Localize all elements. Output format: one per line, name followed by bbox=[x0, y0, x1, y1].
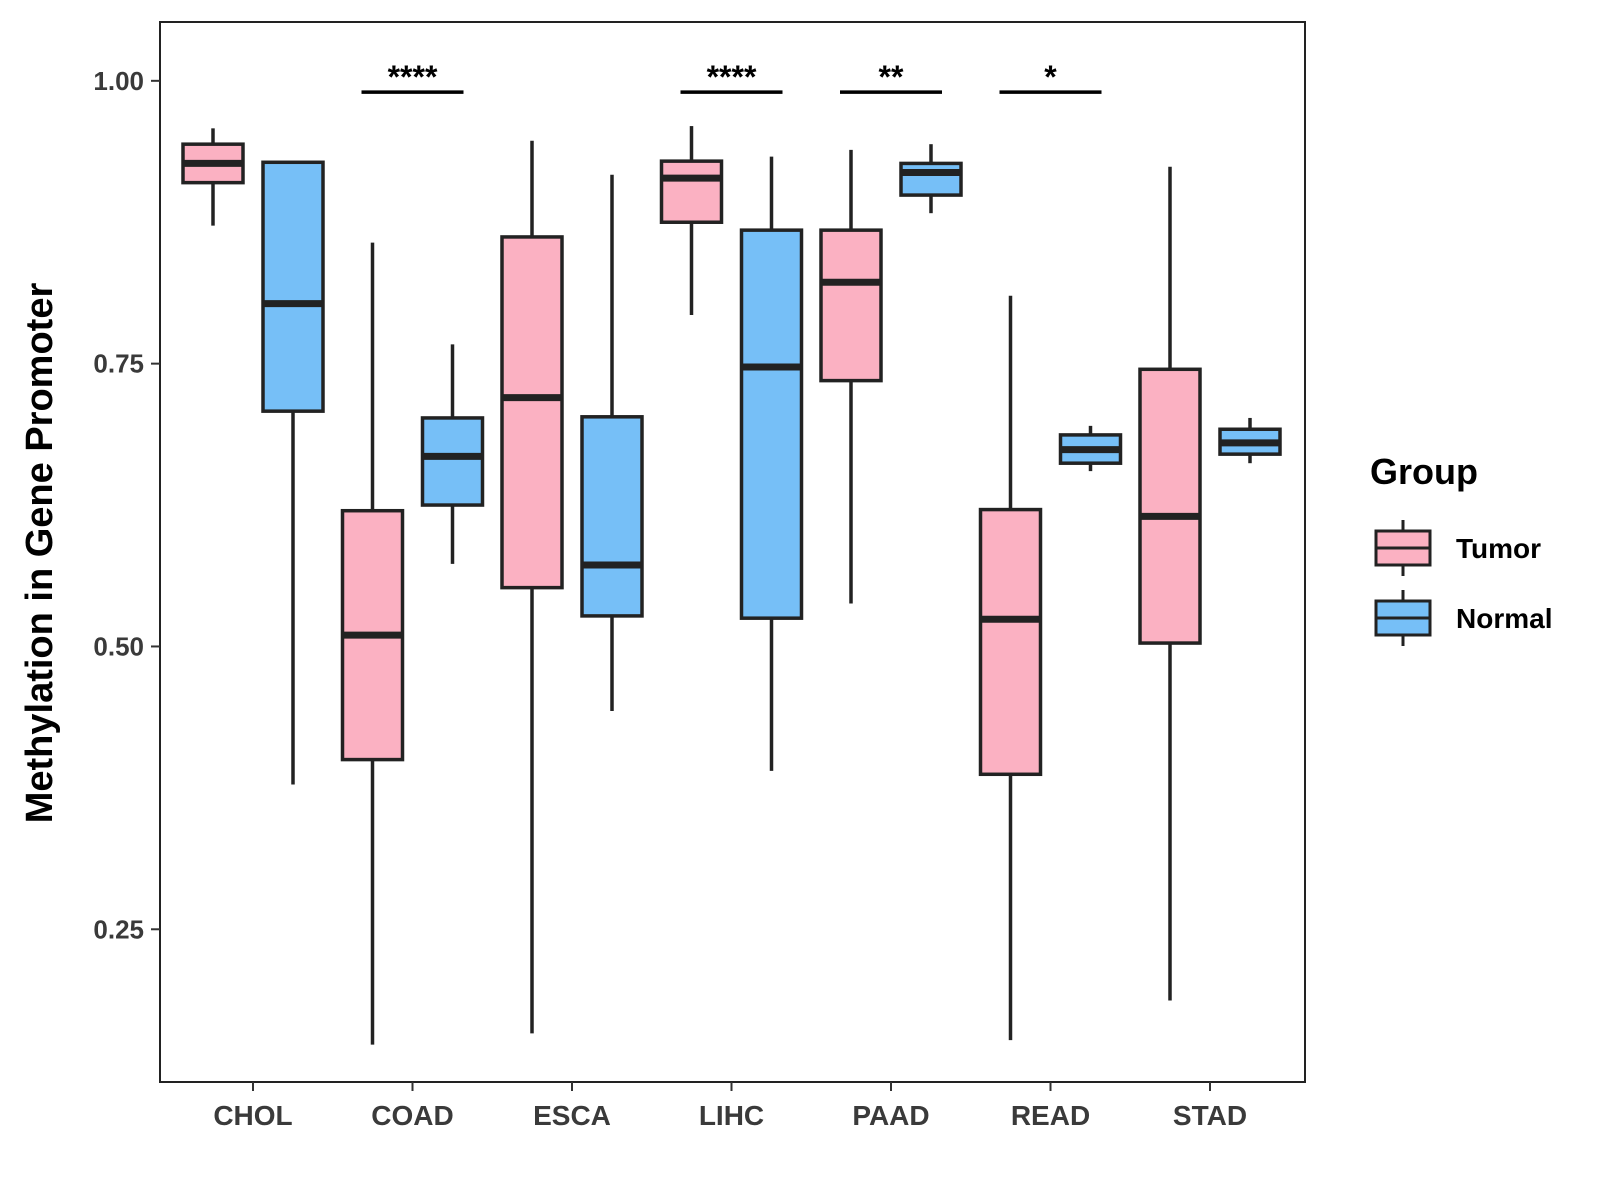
box-tumor-read bbox=[978, 295, 1043, 1041]
box-tumor-paad bbox=[819, 149, 883, 604]
box-normal-read bbox=[1058, 425, 1123, 472]
x-tick-label: PAAD bbox=[852, 1100, 929, 1131]
y-tick-label: 0.75 bbox=[93, 349, 144, 379]
y-tick-label: 0.25 bbox=[93, 914, 144, 944]
box-body bbox=[261, 160, 325, 413]
x-axis: CHOL COAD ESCA LIHC PAAD READ STAD bbox=[213, 1082, 1247, 1131]
box-normal-stad bbox=[1218, 417, 1282, 464]
legend-label: Normal bbox=[1456, 603, 1552, 634]
x-tick-label: ESCA bbox=[533, 1100, 611, 1131]
significance-label: **** bbox=[388, 59, 438, 95]
y-tick-label: 1.00 bbox=[93, 66, 144, 96]
y-axis-title: Methylation in Gene Promoter bbox=[19, 283, 61, 824]
legend-title: Group bbox=[1370, 451, 1478, 492]
box-body bbox=[899, 161, 963, 197]
x-tick-label: COAD bbox=[371, 1100, 453, 1131]
box-body bbox=[500, 235, 564, 590]
box-tumor-stad bbox=[1138, 166, 1202, 1001]
box-tumor-chol bbox=[181, 128, 245, 226]
box-normal-coad bbox=[420, 344, 485, 564]
x-tick-label: STAD bbox=[1173, 1100, 1247, 1131]
significance-label: **** bbox=[707, 59, 757, 95]
box-tumor-esca bbox=[500, 140, 564, 1034]
x-tick-label: CHOL bbox=[213, 1100, 292, 1131]
significance-label: ** bbox=[879, 59, 904, 95]
legend-label: Tumor bbox=[1456, 533, 1541, 564]
box-normal-chol bbox=[261, 160, 325, 785]
box-body bbox=[978, 507, 1043, 777]
significance-coad: **** bbox=[361, 59, 464, 95]
legend: Group Tumor Normal bbox=[1370, 451, 1552, 646]
legend-key-normal: Normal bbox=[1374, 590, 1552, 646]
x-tick-label: LIHC bbox=[699, 1100, 764, 1131]
legend-key-tumor: Tumor bbox=[1374, 520, 1541, 576]
box-tumor-coad bbox=[340, 242, 405, 1045]
box-body bbox=[659, 159, 724, 224]
y-axis: 0.25 0.50 0.75 1.00 bbox=[93, 66, 160, 944]
box-body bbox=[819, 228, 883, 383]
box-body bbox=[420, 416, 485, 507]
y-tick-label: 0.50 bbox=[93, 631, 144, 661]
x-tick-label: READ bbox=[1011, 1100, 1090, 1131]
box-series bbox=[181, 126, 1282, 1045]
box-normal-esca bbox=[580, 174, 644, 711]
significance-annotations: **** **** ** * bbox=[361, 59, 1102, 95]
plot-panel bbox=[159, 21, 1306, 1083]
significance-paad: ** bbox=[840, 59, 942, 95]
significance-lihc: **** bbox=[680, 59, 783, 95]
box-body bbox=[1138, 367, 1202, 645]
box-body bbox=[580, 415, 644, 618]
box-tumor-lihc bbox=[659, 126, 724, 315]
significance-read: * bbox=[999, 59, 1102, 95]
significance-label: * bbox=[1044, 59, 1057, 95]
box-normal-paad bbox=[899, 144, 963, 214]
box-normal-lihc bbox=[739, 156, 804, 771]
panel-border bbox=[159, 21, 1306, 1083]
box-body bbox=[739, 228, 804, 620]
